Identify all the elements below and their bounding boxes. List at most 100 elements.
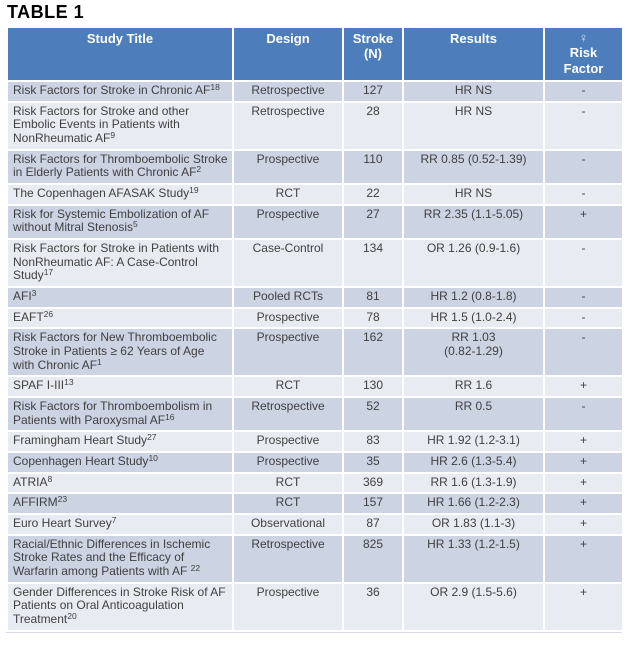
study-title-text: Risk Factors for Stroke in Patients with… — [13, 241, 220, 283]
results-cell: HR NS — [402, 183, 545, 206]
study-title-text: Risk Factors for New Thromboembolic Stro… — [13, 330, 217, 372]
results-cell: OR 2.9 (1.5-5.6) — [402, 581, 545, 632]
study-title-cell: Euro Heart Survey7 — [6, 513, 234, 536]
study-title-text: Gender Differences in Stroke Risk of AF … — [13, 584, 226, 627]
study-title-text: Risk Factors for Thromboembolism in Pati… — [13, 399, 213, 427]
risk-factor-cell: - — [543, 183, 624, 206]
risk-factor-cell: - — [543, 396, 624, 433]
risk-factor-cell: + — [543, 430, 624, 454]
stroke-n-cell: 157 — [342, 492, 404, 516]
table-row: Racial/Ethnic Differences in Ischemic St… — [6, 533, 624, 584]
reference-superscript: 18 — [210, 82, 220, 92]
page-title: TABLE 1 — [7, 2, 85, 22]
study-title-cell: Risk Factors for Stroke and other Emboli… — [6, 100, 234, 151]
design-cell: Retrospective — [232, 396, 344, 433]
stroke-n-cell: 825 — [342, 533, 404, 584]
reference-superscript: 5 — [133, 219, 138, 230]
table-header-row: Study Title Design Stroke (N) Results ♀ … — [6, 26, 624, 82]
results-cell: RR 1.03 (0.82-1.29) — [402, 327, 545, 378]
study-title-text: EAFT — [13, 309, 44, 324]
table-row: SPAF I-III13 RCT 130 RR 1.6 + — [6, 375, 624, 399]
reference-superscript: 7 — [111, 515, 117, 526]
study-title-cell: The Copenhagen AFASAK Study19 — [6, 183, 234, 206]
design-cell: Prospective — [232, 581, 344, 632]
column-header-stroke-n: Stroke (N) — [342, 26, 404, 82]
results-cell: RR 0.5 — [402, 396, 545, 433]
study-title-cell: AFI3 — [6, 286, 234, 309]
table-row: Euro Heart Survey7 Observational 87 OR 1… — [6, 513, 624, 536]
table-row: AFI3 Pooled RCTs 81 HR 1.2 (0.8-1.8) - — [6, 286, 624, 309]
reference-superscript: 22 — [190, 563, 201, 574]
table-row: AFFIRM23 RCT 157 HR 1.66 (1.2-2.3) + — [6, 492, 624, 516]
risk-factor-cell: + — [543, 492, 624, 516]
risk-factor-cell: - — [543, 80, 624, 103]
risk-factor-cell: + — [543, 513, 624, 536]
table-row: Risk for Systemic Embolization of AF wit… — [6, 203, 624, 241]
column-header-study-title: Study Title — [6, 26, 234, 82]
design-cell: Retrospective — [232, 80, 344, 103]
risk-factor-cell: - — [543, 148, 624, 186]
study-title-cell: Gender Differences in Stroke Risk of AF … — [6, 581, 234, 632]
risk-factor-cell: + — [543, 471, 624, 495]
design-cell: Retrospective — [232, 533, 344, 584]
table-row: Risk Factors for Thromboembolism in Pati… — [6, 396, 624, 433]
design-cell: Observational — [232, 513, 344, 536]
stroke-n-cell: 130 — [342, 375, 404, 399]
stroke-n-cell: 81 — [342, 286, 404, 309]
column-header-design-label: Design — [266, 31, 310, 46]
stroke-n-cell: 127 — [342, 80, 404, 103]
risk-factor-cell: - — [543, 238, 624, 289]
design-cell: Prospective — [232, 203, 344, 241]
female-icon: ♀ — [578, 30, 589, 45]
reference-superscript: 23 — [57, 494, 68, 505]
table-row: Gender Differences in Stroke Risk of AF … — [6, 581, 624, 632]
study-title-cell: EAFT26 — [6, 306, 234, 330]
stroke-n-cell: 52 — [342, 396, 404, 433]
design-cell: RCT — [232, 183, 344, 206]
stroke-n-cell: 78 — [342, 306, 404, 330]
design-cell: RCT — [232, 471, 344, 495]
results-cell: HR 1.5 (1.0-2.4) — [402, 306, 545, 330]
results-cell: HR 1.92 (1.2-3.1) — [402, 430, 545, 454]
reference-superscript: 20 — [67, 611, 77, 622]
results-cell: RR 2.35 (1.1-5.05) — [402, 203, 545, 241]
stroke-n-cell: 28 — [342, 100, 404, 151]
column-header-results-label: Results — [450, 31, 497, 46]
design-cell: Prospective — [232, 148, 344, 186]
study-title-text: Racial/Ethnic Differences in Ischemic St… — [13, 536, 211, 579]
reference-superscript: 26 — [43, 308, 54, 319]
table-row: Risk Factors for Stroke in Chronic AF18 … — [6, 80, 624, 103]
risk-factor-cell: + — [543, 203, 624, 241]
study-title-text: AFFIRM — [13, 495, 58, 510]
results-cell: OR 1.83 (1.1-3) — [402, 513, 545, 536]
stroke-n-cell: 87 — [342, 513, 404, 536]
table-row: EAFT26 Prospective 78 HR 1.5 (1.0-2.4) - — [6, 306, 624, 330]
column-header-risk-factor-label: Risk Factor — [563, 45, 604, 76]
table-row: Risk Factors for Stroke in Patients with… — [6, 238, 624, 289]
results-cell: HR NS — [402, 100, 545, 151]
study-title-text: AFI — [13, 289, 32, 304]
table-row: Copenhagen Heart Study10 Prospective 35 … — [6, 451, 624, 474]
study-title-text: Risk Factors for Stroke in Chronic AF — [13, 83, 211, 97]
study-title-text: Risk for Systemic Embolization of AF wit… — [13, 206, 210, 235]
reference-superscript: 8 — [47, 473, 53, 484]
study-title-cell: ATRIA8 — [6, 471, 234, 495]
stroke-n-cell: 369 — [342, 471, 404, 495]
results-cell: HR 2.6 (1.3-5.4) — [402, 451, 545, 474]
study-title-text: ATRIA — [13, 474, 48, 489]
design-cell: RCT — [232, 492, 344, 516]
design-cell: Prospective — [232, 451, 344, 474]
study-table-wrapper: Study Title Design Stroke (N) Results ♀ … — [6, 26, 624, 633]
reference-superscript: 10 — [148, 453, 158, 464]
risk-factor-cell: + — [543, 451, 624, 474]
table-row: Framingham Heart Study27 Prospective 83 … — [6, 430, 624, 454]
stroke-n-cell: 35 — [342, 451, 404, 474]
study-title-text: The Copenhagen AFASAK Study — [13, 186, 190, 201]
table-row: Risk Factors for Thromboembolic Stroke i… — [6, 148, 624, 186]
design-cell: Prospective — [232, 430, 344, 454]
study-title-cell: SPAF I-III13 — [6, 375, 234, 399]
column-header-stroke-n-label: Stroke (N) — [352, 31, 394, 62]
reference-superscript: 1 — [97, 356, 102, 367]
study-title-text: Copenhagen Heart Study — [13, 454, 149, 469]
risk-factor-cell: - — [543, 306, 624, 330]
